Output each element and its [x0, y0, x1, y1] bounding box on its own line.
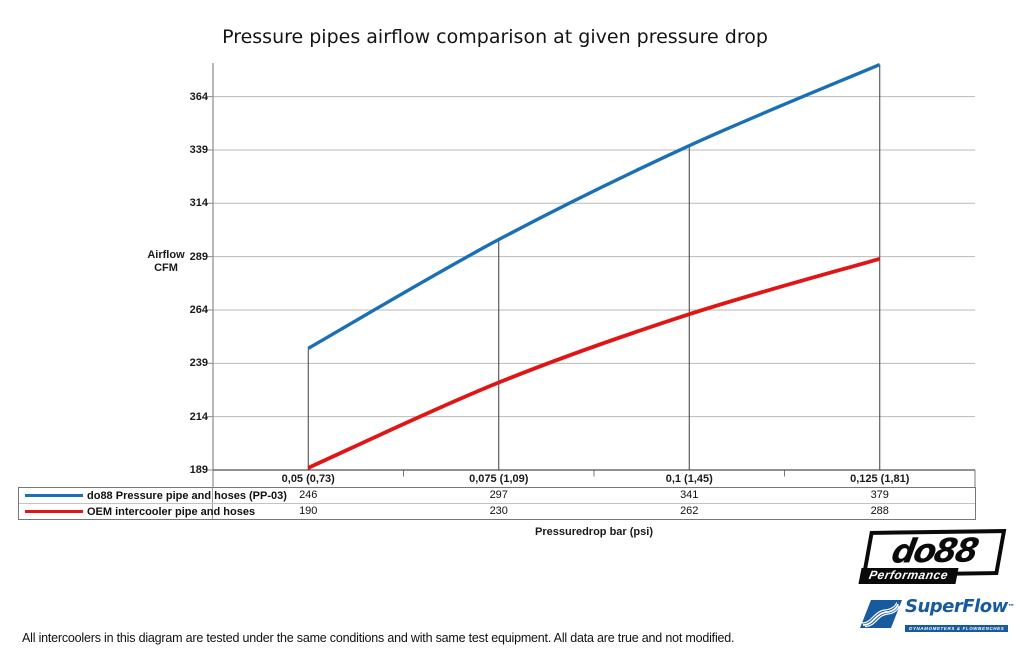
y-tick-label: 214 [189, 410, 208, 423]
x-category-label: 0,125 (1,81) [850, 473, 910, 485]
y-tick-label: 189 [189, 464, 208, 476]
trademark-symbol: ™ [1007, 603, 1015, 611]
do88-logo-text: do88 [888, 530, 981, 571]
y-tick-label: 264 [189, 304, 208, 317]
table-row-oem: OEM intercooler pipe and hoses 190 230 2… [19, 504, 975, 519]
x-category-row: 0,05 (0,73) 0,075 (1,09) 0,1 (1,45) 0,12… [213, 470, 975, 487]
x-category-label: 0,05 (0,73) [281, 473, 335, 485]
disclaimer-text: All intercoolers in this diagram are tes… [22, 631, 735, 645]
y-tick-label: 339 [189, 144, 208, 156]
table-cell: 341 [680, 489, 699, 501]
table-cell: 190 [299, 505, 318, 517]
table-row-do88: do88 Pressure pipe and hoses (PP-03) 246… [19, 488, 975, 504]
series-line-do88 [307, 63, 881, 350]
y-tick-label: 314 [189, 197, 208, 210]
legend-line-sample-red [25, 509, 83, 514]
table-cell: 262 [680, 505, 699, 517]
legend-entry-oem: OEM intercooler pipe and hoses [19, 504, 255, 519]
x-category-label: 0,075 (1,09) [469, 473, 529, 485]
x-category-label: 0,1 (1,45) [665, 473, 713, 485]
y-axis-title: Airflow CFM [128, 249, 204, 275]
chart-title: Pressure pipes airflow comparison at giv… [222, 26, 768, 48]
x-axis-title: Pressuredrop bar (psi) [535, 526, 653, 538]
table-values-oem: 190 230 262 288 [213, 504, 975, 519]
table-cell: 230 [489, 505, 508, 517]
legend-entry-do88: do88 Pressure pipe and hoses (PP-03) [19, 488, 287, 503]
table-cell: 246 [299, 489, 318, 501]
do88-logo: do88 Performance [858, 524, 1008, 586]
do88-logo-tagline: Performance [858, 568, 959, 584]
y-axis-title-line1: Airflow [147, 249, 185, 261]
legend-label: OEM intercooler pipe and hoses [87, 505, 256, 518]
y-tick-label: 239 [189, 357, 208, 370]
superflow-wave-icon [860, 600, 902, 628]
y-tick-label: 289 [189, 250, 208, 263]
legend-line-sample-blue [25, 493, 83, 498]
y-tick-label: 364 [189, 90, 208, 103]
series-line-oem [307, 256, 881, 470]
superflow-text-block: SuperFlow™ DYNAMOMETERS & FLOWBENCHES [905, 596, 1015, 635]
superflow-logo-tagline: DYNAMOMETERS & FLOWBENCHES [905, 625, 1009, 632]
y-axis-title-line2: CFM [154, 262, 178, 274]
table-cell: 297 [489, 489, 508, 501]
superflow-logo: SuperFlow™ DYNAMOMETERS & FLOWBENCHES [860, 597, 1016, 633]
table-cell: 288 [870, 505, 889, 517]
legend-data-table: do88 Pressure pipe and hoses (PP-03) 246… [18, 487, 976, 520]
table-cell: 379 [870, 489, 889, 501]
table-values-do88: 246 297 341 379 [213, 488, 975, 503]
superflow-logo-text: SuperFlow™ [905, 596, 1015, 617]
legend-label: do88 Pressure pipe and hoses (PP-03) [87, 489, 287, 502]
